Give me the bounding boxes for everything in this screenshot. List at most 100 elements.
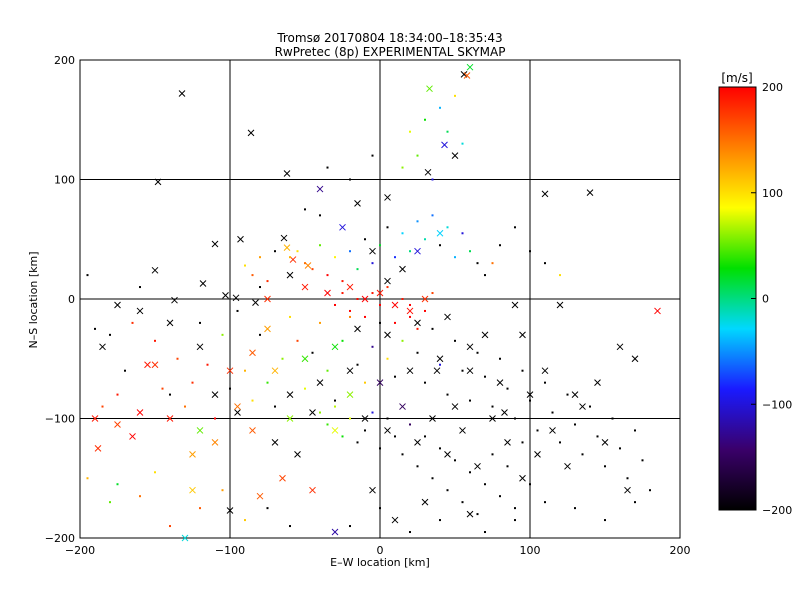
point-dot-marker — [559, 441, 561, 444]
point-x-marker — [541, 367, 549, 375]
point-x-marker — [211, 240, 219, 248]
point-dot-marker — [371, 154, 374, 157]
point-x-marker — [496, 379, 504, 387]
point-dot-marker — [274, 405, 276, 408]
point-dot-marker — [379, 244, 381, 247]
point-x-marker — [247, 129, 255, 137]
point-dot-marker — [334, 256, 336, 259]
point-x-marker — [354, 200, 361, 207]
y-axis-ticks: −200 −100 0 100 200 — [45, 54, 680, 545]
point-dot-marker — [371, 262, 374, 265]
point-dot-marker — [244, 519, 246, 522]
point-dot-marker — [139, 286, 141, 289]
point-dot-marker — [484, 375, 486, 378]
point-dot-marker — [619, 447, 621, 450]
point-x-marker — [280, 234, 288, 242]
point-x-marker — [181, 534, 189, 542]
point-x-marker — [199, 280, 207, 287]
point-dot-marker — [544, 381, 546, 384]
point-x-marker — [571, 391, 579, 398]
colorbar-tick-label: 100 — [762, 187, 783, 200]
point-x-marker — [384, 427, 391, 434]
point-dot-marker — [281, 357, 284, 360]
point-dot-marker — [101, 405, 104, 408]
point-x-marker — [424, 168, 432, 176]
point-dot-marker — [469, 471, 471, 474]
point-dot-marker — [409, 130, 411, 133]
colorbar-tick-label: 200 — [762, 81, 783, 94]
point-dot-marker — [611, 417, 614, 420]
point-dot-marker — [454, 459, 456, 462]
point-dot-marker — [566, 393, 569, 396]
point-x-marker — [451, 403, 459, 410]
point-dot-marker — [439, 519, 441, 522]
point-dot-marker — [326, 423, 329, 426]
point-x-marker — [631, 355, 639, 363]
point-dot-marker — [364, 315, 366, 318]
point-dot-marker — [401, 232, 404, 235]
point-dot-marker — [514, 507, 516, 510]
point-x-marker — [346, 391, 354, 398]
y-tick-label: 200 — [54, 54, 75, 67]
point-x-marker — [196, 427, 204, 434]
point-dot-marker — [116, 393, 119, 396]
point-dot-marker — [521, 441, 524, 444]
point-x-marker — [624, 486, 631, 494]
point-x-marker — [489, 415, 496, 422]
point-dot-marker — [349, 250, 351, 253]
point-dot-marker — [349, 178, 351, 181]
point-dot-marker — [461, 501, 464, 504]
point-dot-marker — [386, 286, 389, 289]
point-x-marker — [466, 63, 474, 71]
point-dot-marker — [416, 220, 419, 223]
point-dot-marker — [416, 351, 419, 354]
point-dot-marker — [484, 274, 486, 277]
point-x-marker — [234, 409, 241, 416]
point-x-marker — [474, 462, 481, 470]
point-dot-marker — [251, 399, 254, 402]
point-dot-marker — [356, 268, 359, 271]
point-dot-marker — [109, 501, 111, 504]
point-x-marker — [222, 292, 229, 299]
point-dot-marker — [161, 387, 164, 390]
point-dot-marker — [356, 363, 359, 366]
point-x-marker — [136, 307, 144, 315]
point-dot-marker — [596, 435, 599, 438]
point-dot-marker — [469, 399, 471, 402]
point-dot-marker — [319, 244, 321, 247]
point-x-marker — [384, 331, 391, 339]
point-dot-marker — [289, 315, 291, 318]
x-tick-label: −200 — [65, 544, 95, 557]
point-dot-marker — [341, 435, 344, 438]
point-x-marker — [426, 85, 433, 93]
point-x-marker — [166, 319, 174, 327]
point-dot-marker — [311, 351, 314, 354]
point-dot-marker — [581, 453, 584, 456]
point-dot-marker — [559, 274, 561, 277]
y-tick-label: −100 — [45, 413, 75, 426]
point-x-marker — [436, 229, 444, 237]
point-x-marker — [226, 367, 234, 375]
point-dot-marker — [409, 423, 411, 426]
point-x-marker — [331, 343, 339, 351]
point-x-marker — [211, 391, 219, 398]
point-dot-marker — [154, 471, 156, 474]
point-dot-marker — [529, 399, 531, 402]
point-x-marker — [256, 492, 264, 500]
point-dot-marker — [491, 405, 494, 408]
point-dot-marker — [431, 214, 434, 217]
point-x-marker — [429, 415, 436, 422]
point-dot-marker — [184, 405, 186, 408]
point-x-marker — [301, 283, 309, 291]
point-dot-marker — [304, 262, 306, 265]
point-x-marker — [654, 307, 661, 315]
point-x-marker — [232, 294, 240, 302]
point-dot-marker — [251, 274, 254, 277]
x-axis-ticks: −200 −100 0 100 200 — [65, 60, 691, 557]
point-x-marker — [441, 141, 448, 149]
y-axis-label: N–S location [km] — [27, 251, 40, 348]
point-x-marker — [264, 295, 271, 303]
point-x-marker — [189, 486, 196, 494]
point-dot-marker — [634, 501, 636, 504]
point-dot-marker — [334, 405, 336, 408]
